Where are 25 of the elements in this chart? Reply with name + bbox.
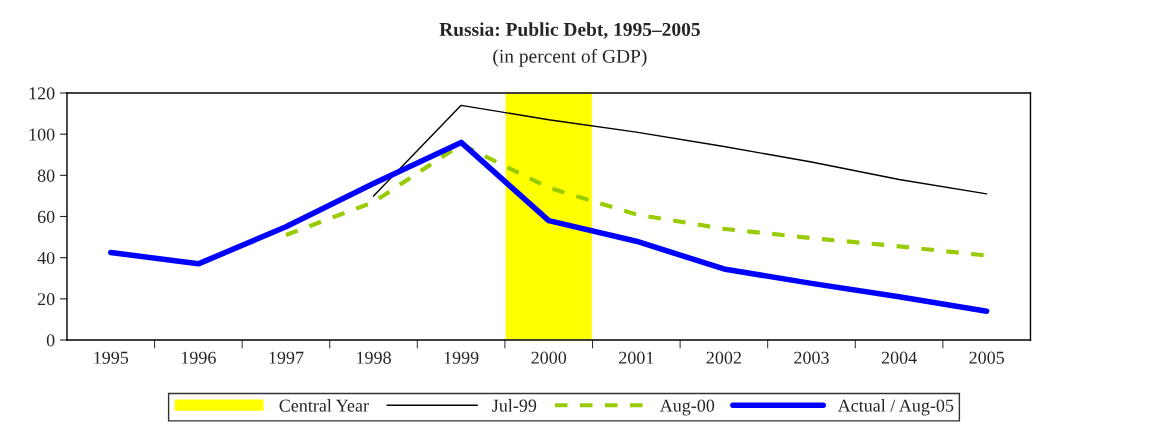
y-tick-label: 80 xyxy=(37,169,55,182)
x-tick-label: 1995 xyxy=(94,351,129,364)
y-tick-label: 120 xyxy=(29,87,55,100)
legend-label: Actual / Aug-05 xyxy=(837,399,954,416)
y-tick-label: 20 xyxy=(37,293,55,306)
x-tick-label: 2003 xyxy=(794,351,829,364)
x-tick-label: 2000 xyxy=(531,351,567,364)
legend-label: Jul-99 xyxy=(492,399,537,412)
line-series xyxy=(372,104,988,197)
x-tick-label: 1996 xyxy=(181,351,216,364)
legend-label: Central Year xyxy=(279,399,369,412)
y-tick-label: 60 xyxy=(37,210,55,223)
x-tick-label: 2004 xyxy=(881,351,917,364)
y-tick-label: 40 xyxy=(37,251,55,265)
x-tick-label: 2001 xyxy=(619,351,654,364)
x-tick-label: 1999 xyxy=(444,351,479,364)
x-tick-label: 1997 xyxy=(269,351,304,364)
x-tick-label: 2002 xyxy=(706,351,741,364)
x-tick-label: 2005 xyxy=(969,351,1005,364)
y-tick-label: 100 xyxy=(29,128,55,141)
y-tick-label: 0 xyxy=(46,334,55,347)
x-tick-label: 1998 xyxy=(357,351,391,364)
chart-subtitle: (in percent of GDP) xyxy=(493,48,647,67)
legend-label: Aug-00 xyxy=(659,399,715,416)
chart-title: Russia: Public Debt, 1995–2005 xyxy=(439,22,700,39)
